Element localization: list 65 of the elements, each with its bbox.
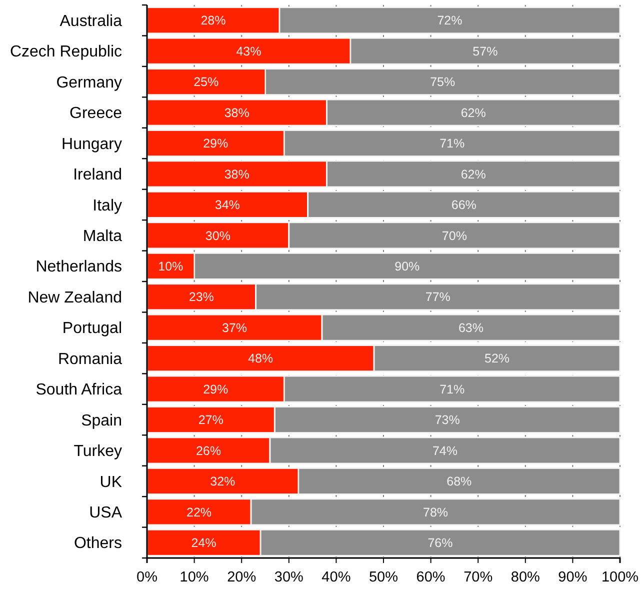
data-label: 26% <box>196 444 222 458</box>
data-label: 62% <box>460 106 486 120</box>
data-label: 28% <box>200 14 226 28</box>
y-tick-label: Australia <box>60 12 122 30</box>
data-label: 27% <box>198 413 224 428</box>
data-label: 74% <box>432 444 458 458</box>
data-label: 57% <box>472 44 498 58</box>
data-label: 76% <box>428 536 453 550</box>
data-label: 24% <box>191 536 216 550</box>
data-label: 32% <box>210 474 236 489</box>
data-label: 75% <box>430 75 456 90</box>
x-tick-label: 0% <box>136 569 158 586</box>
y-tick-label: Ireland <box>73 166 122 184</box>
y-tick-label: Romania <box>58 350 122 368</box>
y-tick-label: Germany <box>56 74 122 92</box>
x-tick-label: 50% <box>368 569 398 586</box>
data-label: 78% <box>423 505 448 520</box>
data-label: 25% <box>194 75 219 90</box>
y-tick-label: New Zealand <box>28 289 122 306</box>
data-label: 52% <box>484 352 510 366</box>
data-label: 10% <box>158 260 184 274</box>
data-label: 63% <box>458 320 484 335</box>
data-label: 71% <box>440 382 465 396</box>
x-tick-label: 60% <box>416 569 446 586</box>
data-label: 77% <box>425 290 450 304</box>
data-label: 68% <box>446 474 472 489</box>
data-label: 73% <box>434 413 460 428</box>
y-tick-label: Hungary <box>62 136 122 153</box>
y-tick-label: Turkey <box>74 443 122 460</box>
x-tick-label: 10% <box>180 569 209 586</box>
data-label: 34% <box>214 198 240 212</box>
x-tick-label: 40% <box>322 569 351 586</box>
data-label: 38% <box>224 106 250 120</box>
data-label: 71% <box>440 136 465 151</box>
data-label: 43% <box>236 44 262 58</box>
y-tick-label: Others <box>74 535 122 552</box>
y-tick-label: Italy <box>92 197 122 214</box>
x-tick-label: 70% <box>464 569 493 586</box>
x-tick-label: 90% <box>558 569 588 586</box>
x-tick-label: 80% <box>510 569 540 586</box>
y-tick-label: Portugal <box>62 320 122 338</box>
y-tick-label: Czech Republic <box>10 44 122 61</box>
data-label: 48% <box>248 352 274 366</box>
data-label: 72% <box>437 14 462 28</box>
y-tick-label: Greece <box>70 105 122 122</box>
x-tick-label: 30% <box>274 569 304 586</box>
y-tick-label: Netherlands <box>36 258 122 276</box>
y-tick-label: South Africa <box>36 382 122 399</box>
data-label: 38% <box>224 167 250 182</box>
data-label: 70% <box>442 228 467 243</box>
x-tick-label: 100% <box>601 569 639 586</box>
data-label: 66% <box>451 198 476 212</box>
data-label: 29% <box>203 136 228 151</box>
y-tick-label: Malta <box>82 228 122 246</box>
data-label: 90% <box>394 260 420 274</box>
data-label: 29% <box>203 382 228 396</box>
y-tick-label: UK <box>100 474 122 491</box>
y-tick-label: USA <box>89 504 122 522</box>
data-label: 37% <box>222 320 248 335</box>
data-label: 62% <box>460 167 486 182</box>
x-tick-label: 20% <box>227 569 256 586</box>
data-label: 30% <box>205 228 230 243</box>
y-tick-label: Spain <box>81 412 122 430</box>
data-label: 23% <box>188 290 214 304</box>
data-label: 22% <box>186 505 212 520</box>
